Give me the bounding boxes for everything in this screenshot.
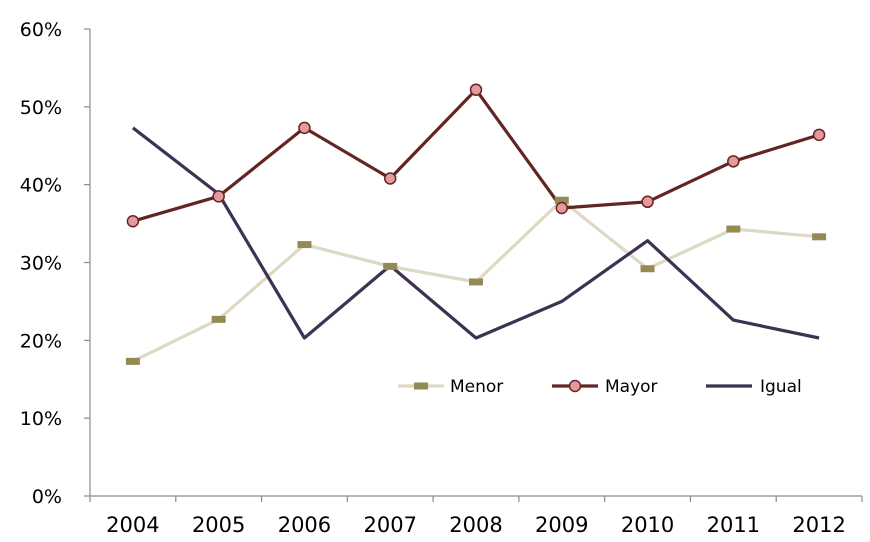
y-tick-label: 30% — [20, 253, 62, 275]
legend-label-igual: Igual — [760, 377, 802, 397]
x-tick-label: 2012 — [792, 513, 845, 537]
data-point-menor — [383, 262, 398, 270]
data-point-menor — [469, 278, 483, 286]
x-tick-label: 2010 — [621, 513, 674, 537]
y-tick-label: 10% — [20, 408, 62, 430]
x-tick-label: 2007 — [363, 513, 416, 537]
data-point-mayor — [727, 155, 740, 168]
data-point-menor — [297, 241, 312, 249]
series-line-mayor — [132, 88, 820, 223]
x-tick-label: 2005 — [192, 513, 245, 537]
legend-marker-mayor — [568, 379, 582, 393]
data-point-mayor — [298, 121, 311, 135]
y-axis-tick-labels: 0% 10% 20% 30% 40% 50% 60% — [20, 19, 62, 508]
data-point-menor — [554, 196, 569, 204]
data-point-mayor — [641, 195, 654, 209]
x-axis-tick-labels: 2004 2005 2006 2007 2008 2009 2010 2011 2012 — [106, 513, 846, 537]
data-point-menor — [211, 315, 226, 323]
data-point-mayor — [469, 83, 483, 96]
legend-marker-menor — [414, 382, 428, 390]
data-point-mayor — [383, 172, 397, 185]
data-point-mayor — [126, 214, 140, 228]
legend-label-mayor: Mayor — [605, 377, 658, 397]
x-tick-label: 2004 — [106, 513, 159, 537]
data-point-mayor — [555, 201, 569, 215]
x-tick-label: 2008 — [449, 513, 502, 537]
legend: Menor Mayor Igual — [398, 377, 802, 397]
data-point-mayor — [812, 128, 826, 142]
data-point-menor — [726, 225, 741, 233]
y-tick-label: 20% — [20, 330, 62, 352]
data-point-menor — [125, 357, 140, 365]
chart-axes — [84, 28, 863, 502]
series-lines — [131, 88, 820, 363]
data-point-menor — [812, 233, 827, 241]
x-tick-label: 2011 — [707, 513, 760, 537]
series-line-igual — [131, 126, 820, 340]
x-tick-label: 2006 — [278, 513, 331, 537]
y-tick-label: 0% — [32, 486, 62, 508]
y-tick-label: 50% — [20, 97, 62, 119]
legend-label-menor: Menor — [450, 377, 503, 397]
y-tick-label: 60% — [20, 19, 62, 41]
series-markers — [125, 83, 827, 365]
y-tick-label: 40% — [20, 175, 62, 197]
data-point-menor — [640, 265, 655, 273]
data-point-mayor — [212, 190, 225, 203]
x-tick-label: 2009 — [535, 513, 588, 537]
